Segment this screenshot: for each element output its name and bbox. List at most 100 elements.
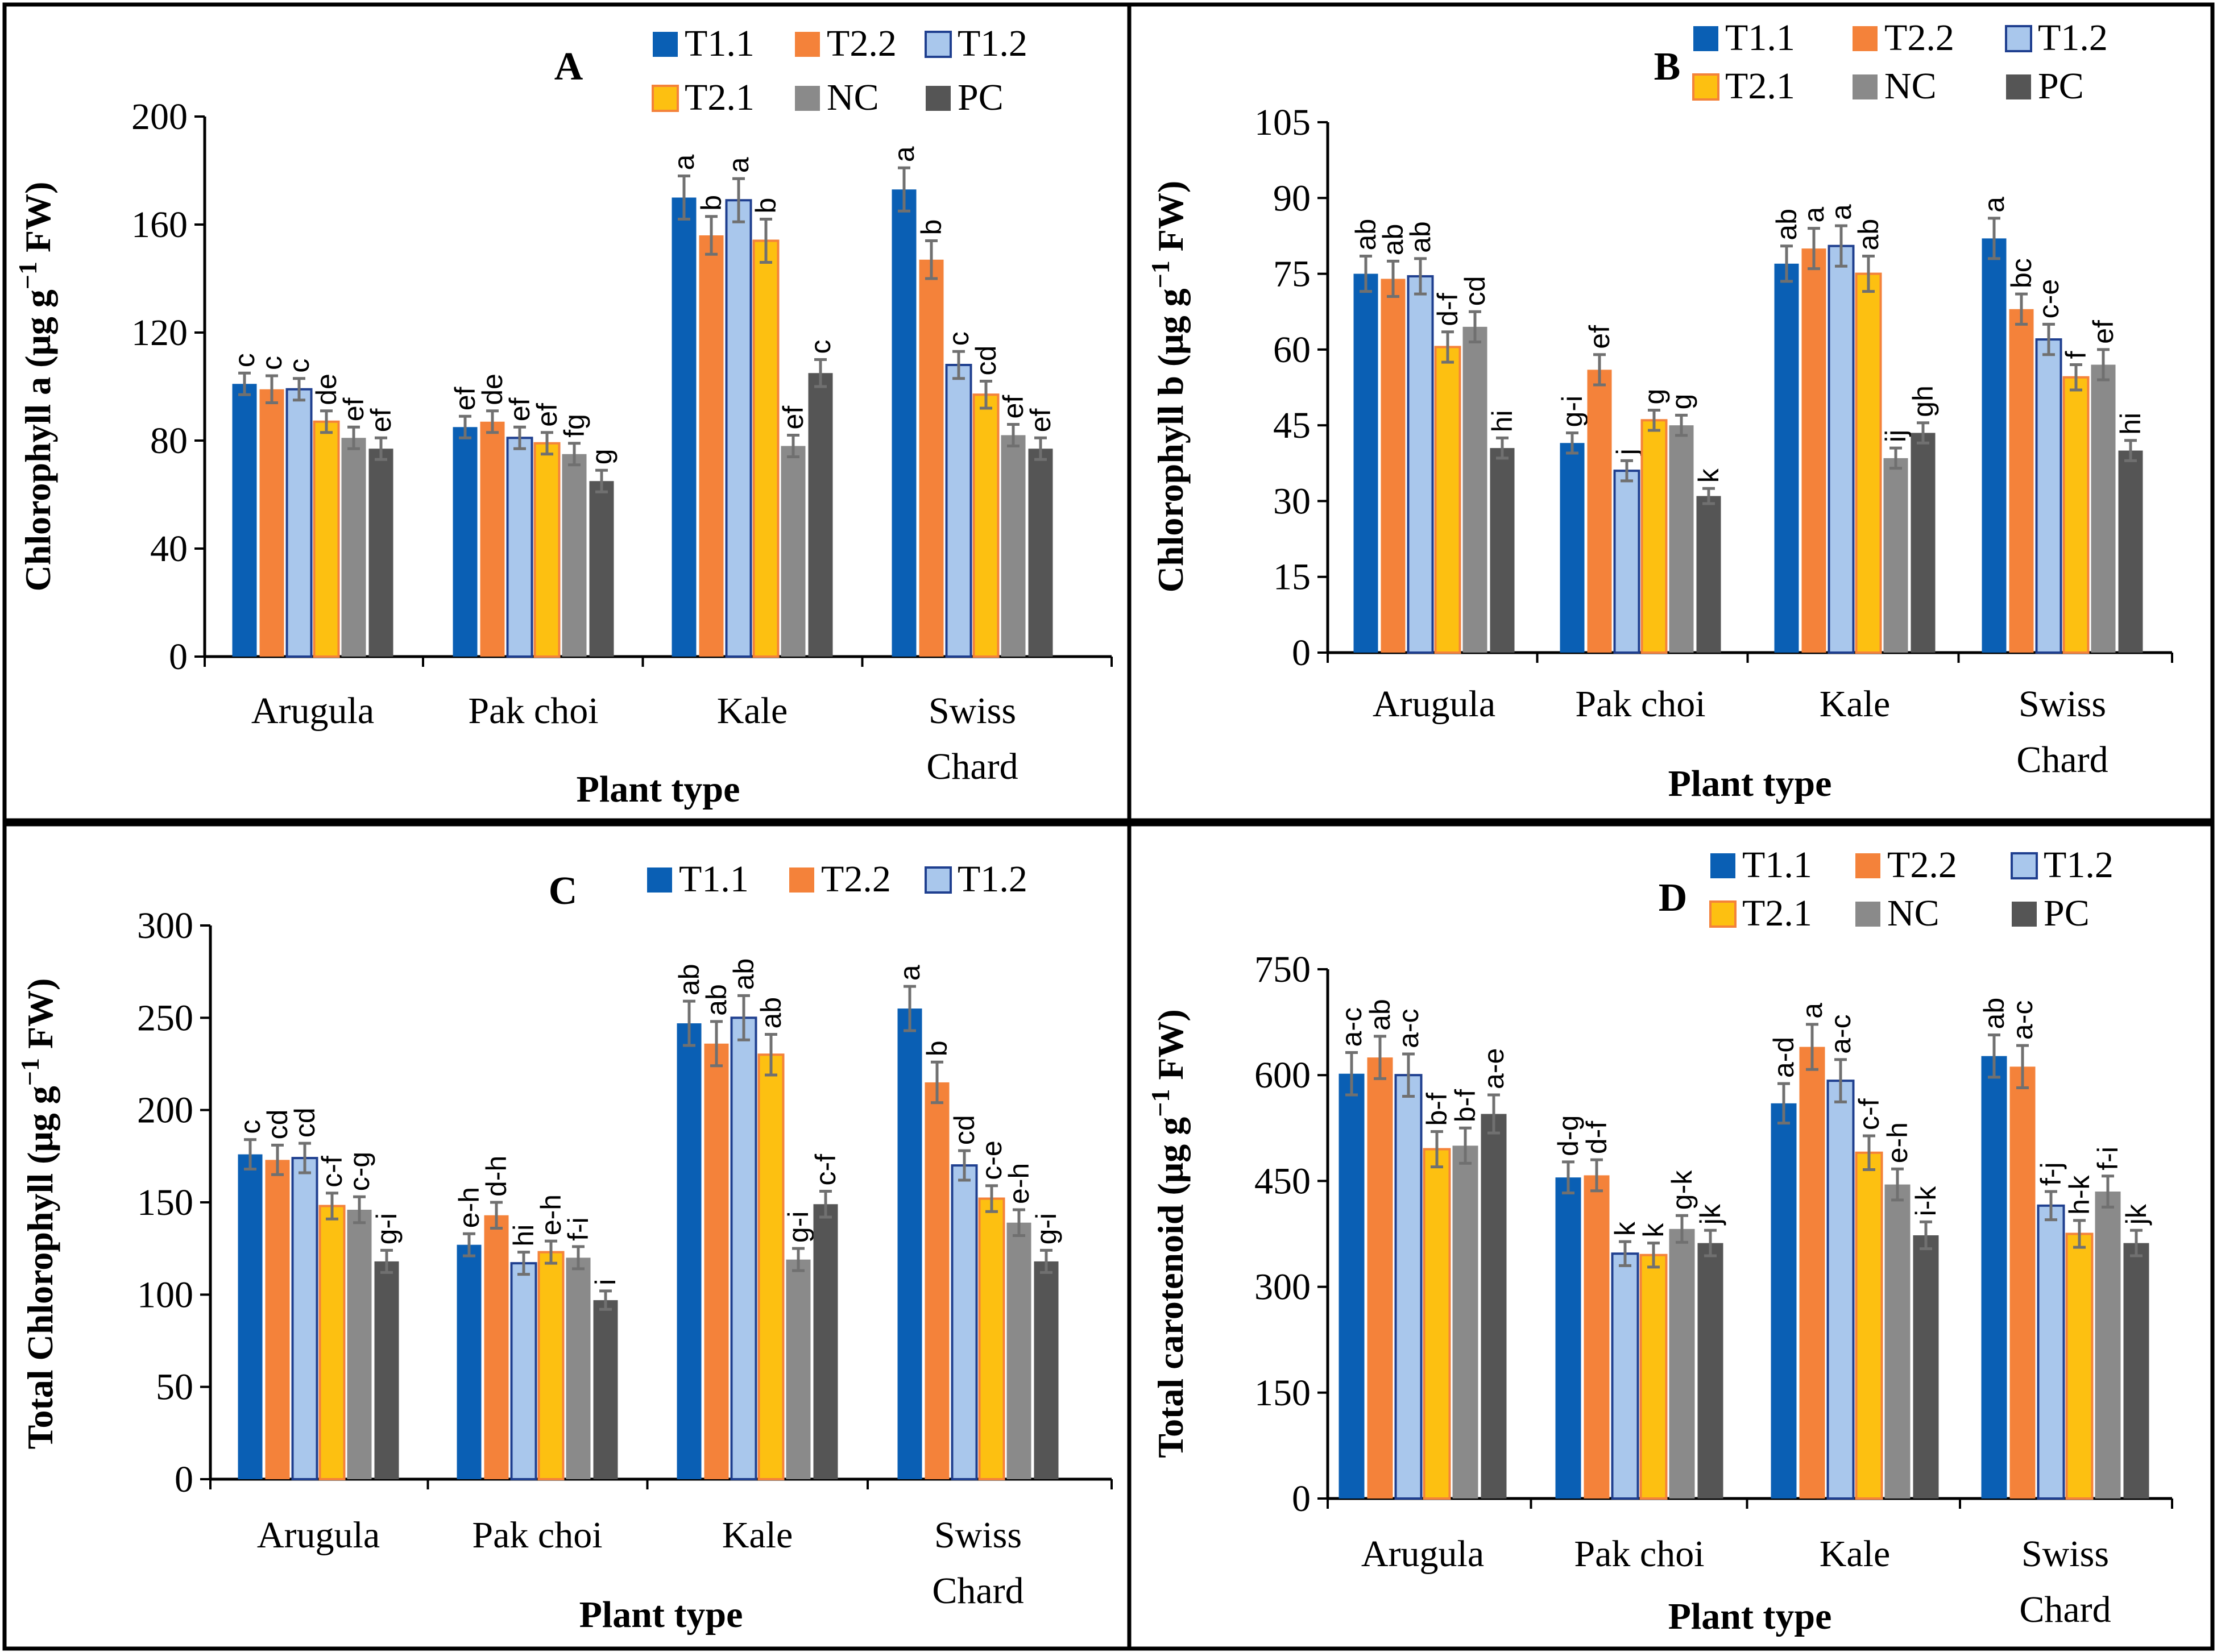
significance-label: c-f (810, 1154, 842, 1186)
bar-T2.2 (704, 1043, 729, 1479)
bar-NC (1884, 1184, 1911, 1499)
legend-swatch (795, 32, 820, 57)
bar-NC (347, 1209, 372, 1479)
bar-T1.1 (1560, 443, 1585, 653)
legend-swatch (2006, 74, 2031, 99)
legend-item: T1.2 (925, 23, 1027, 64)
panel-frame (1127, 822, 2215, 1651)
legend-item: T1.1 (1710, 844, 1812, 886)
bar-PC (1028, 449, 1053, 657)
bar-PC (368, 449, 393, 657)
bar-T1.2 (506, 437, 533, 658)
bar-T1.1 (232, 384, 257, 657)
x-tick-label: Swiss (2019, 683, 2106, 725)
bar-T1.1 (892, 189, 917, 657)
significance-label: ab (701, 984, 732, 1016)
x-tick-label: Chard (932, 1570, 1023, 1612)
bar-T1.2 (291, 1157, 318, 1480)
bar-T2.1 (1434, 346, 1461, 654)
bar-T1.1 (1771, 1103, 1797, 1499)
bar-T1.2 (1394, 1074, 1423, 1500)
bar-PC (2118, 450, 2143, 653)
bar-T1.2 (725, 199, 752, 658)
bar-T1.2 (2037, 1204, 2065, 1500)
x-tick-label: Pak choi (1575, 683, 1705, 725)
legend-swatch (1853, 26, 1878, 51)
significance-label: e-h (1003, 1163, 1035, 1204)
y-tick-label: 150 (1254, 1372, 1311, 1414)
bar-T1.1 (897, 1008, 922, 1479)
bar-T2.1 (1639, 1253, 1668, 1500)
y-tick-label: 80 (150, 420, 188, 462)
significance-label: g-i (371, 1213, 403, 1245)
legend-item: PC (926, 77, 1004, 118)
legend-swatch (925, 866, 952, 894)
bar-NC (1669, 425, 1694, 653)
bar-T1.1 (677, 1023, 702, 1479)
significance-label: g (586, 449, 618, 464)
x-axis-title: Plant type (1668, 1596, 1832, 1637)
legend-label: T2.1 (1725, 65, 1795, 107)
bar-T1.1 (1353, 273, 1378, 653)
legend-label: T2.1 (1742, 893, 1812, 934)
significance-label: c (283, 359, 315, 373)
significance-label: a-c (2007, 1001, 2038, 1040)
significance-label: ab (1377, 224, 1409, 256)
x-tick-label: Chard (926, 746, 1018, 787)
significance-label: b (750, 198, 782, 214)
significance-label: d-h (480, 1156, 512, 1197)
significance-label: f-j (2035, 1162, 2067, 1186)
significance-label: cd (970, 346, 1002, 376)
legend-item: T2.2 (789, 858, 891, 900)
legend-label: T2.2 (1884, 17, 1954, 59)
bar-T2.1 (2062, 376, 2090, 654)
y-tick-label: 50 (156, 1367, 193, 1408)
legend-label: T2.2 (827, 23, 897, 64)
y-tick-label: 40 (150, 528, 188, 570)
legend-item: T1.2 (925, 858, 1027, 900)
x-axis-title: Plant type (577, 769, 740, 810)
y-tick-label: 0 (175, 1459, 193, 1500)
legend-item: T2.2 (1855, 844, 1957, 886)
legend-item: NC (1855, 893, 1940, 934)
significance-label: ab (1350, 219, 1382, 251)
significance-label: ef (1584, 325, 1615, 349)
y-axis-title: Total carotenoid (μg g−1 FW) (1146, 1009, 1191, 1458)
bar-T1.2 (2035, 338, 2062, 654)
bar-T2.1 (313, 420, 340, 658)
bar-PC (813, 1204, 838, 1479)
x-tick-label: Kale (1820, 1533, 1891, 1575)
significance-label: a (1796, 1003, 1828, 1019)
y-tick-label: 100 (137, 1274, 193, 1315)
bar-T1.2 (510, 1262, 537, 1480)
y-tick-label: 90 (1273, 177, 1311, 219)
legend-label: T1.2 (958, 858, 1027, 900)
legend-swatch (2005, 25, 2032, 52)
bar-PC (1034, 1261, 1059, 1479)
x-tick-label: Kale (722, 1514, 793, 1556)
significance-label: ab (1853, 219, 1884, 251)
significance-label: g-i (1030, 1213, 1062, 1245)
significance-label: d-f (1581, 1121, 1613, 1154)
legend-swatch (1692, 73, 1719, 101)
x-axis-title: Plant type (1668, 763, 1832, 804)
y-tick-label: 300 (1254, 1267, 1311, 1308)
bar-T1.1 (238, 1154, 263, 1479)
significance-label: k (1609, 1221, 1641, 1236)
y-tick-label: 60 (1273, 329, 1311, 371)
significance-label: c-e (976, 1140, 1008, 1180)
bar-PC (374, 1261, 399, 1479)
significance-label: bc (2005, 258, 2037, 288)
significance-label: b (915, 219, 947, 235)
legend-label: T1.1 (679, 858, 749, 900)
bar-PC (1697, 1243, 1723, 1499)
significance-label: f-i (562, 1217, 594, 1241)
x-tick-label: Pak choi (468, 690, 598, 732)
legend-label: PC (958, 77, 1004, 118)
significance-label: g (1638, 389, 1670, 405)
legend-swatch (1709, 900, 1737, 928)
bar-T2.2 (1801, 248, 1826, 653)
bar-T2.2 (2009, 1066, 2036, 1499)
y-tick-label: 15 (1273, 557, 1311, 598)
legend-label: T1.1 (1742, 844, 1812, 886)
